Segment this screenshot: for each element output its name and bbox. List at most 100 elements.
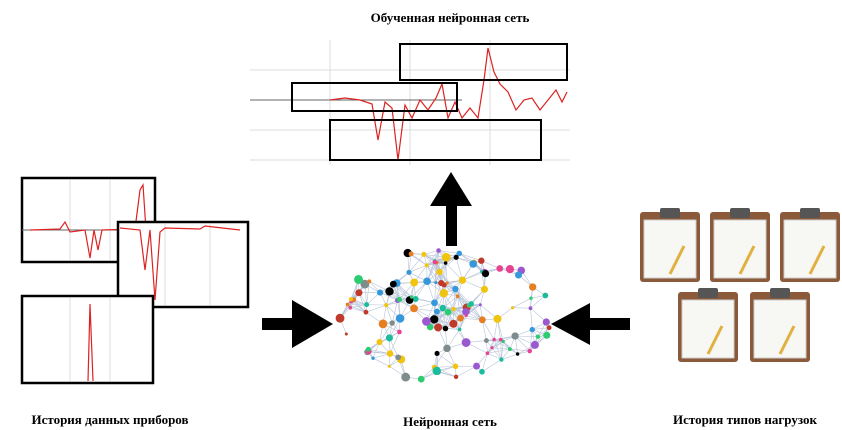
edge [456, 366, 476, 377]
node [413, 296, 419, 302]
node [364, 302, 369, 307]
node [465, 314, 468, 317]
node [379, 320, 388, 329]
node [366, 347, 371, 352]
node [421, 252, 426, 257]
node [443, 326, 449, 332]
node [422, 317, 431, 326]
clip [698, 288, 718, 298]
node [384, 303, 388, 307]
node [454, 375, 458, 379]
clip [800, 208, 820, 218]
node [377, 339, 383, 345]
node [434, 309, 440, 315]
node [451, 307, 455, 311]
node [516, 352, 519, 355]
node [433, 260, 437, 264]
node [423, 277, 431, 285]
node [530, 327, 535, 332]
node [386, 334, 393, 341]
node [436, 248, 441, 253]
node [387, 350, 393, 356]
node [449, 320, 457, 328]
node [456, 294, 460, 298]
node [367, 279, 371, 283]
node [371, 357, 374, 360]
node [547, 325, 552, 330]
edge [373, 358, 389, 366]
clip [660, 208, 680, 218]
node [499, 357, 503, 361]
right-label: История типов нагрузок [673, 412, 818, 427]
node [511, 332, 518, 339]
node [388, 365, 391, 368]
top-label: Обученная нейронная сеть [371, 10, 530, 25]
node [490, 346, 493, 349]
neural-network [336, 248, 552, 382]
node [436, 269, 442, 275]
node [440, 305, 446, 311]
node [397, 297, 402, 302]
node [506, 265, 514, 273]
node [529, 297, 532, 300]
node [434, 281, 437, 284]
node [473, 363, 480, 370]
left-label: История данных приборов [31, 412, 188, 427]
paper [784, 220, 836, 278]
node [440, 289, 448, 297]
node [479, 303, 482, 306]
clipboard [678, 288, 738, 362]
edge [513, 298, 531, 307]
node [406, 270, 411, 275]
node [396, 314, 405, 323]
node [492, 338, 496, 342]
node [443, 345, 450, 352]
node [377, 290, 383, 296]
node [515, 271, 522, 278]
edge [530, 295, 545, 308]
paper [644, 220, 696, 278]
node [481, 286, 488, 293]
node [493, 315, 501, 323]
node [458, 328, 462, 332]
node [385, 287, 393, 295]
node [529, 283, 536, 290]
node [479, 316, 486, 323]
node [349, 297, 353, 301]
node [410, 279, 418, 287]
node [484, 338, 489, 343]
node [496, 265, 503, 272]
node [430, 315, 438, 323]
edge [492, 348, 501, 360]
node [348, 306, 352, 310]
node [431, 299, 438, 306]
node [425, 263, 429, 267]
node [442, 253, 451, 262]
node [435, 351, 440, 356]
node [508, 347, 512, 351]
node [418, 376, 425, 383]
node [410, 305, 418, 313]
trained-chart [250, 40, 570, 165]
clipboard [750, 288, 810, 362]
node [468, 301, 473, 306]
node [482, 270, 489, 277]
node [462, 338, 471, 347]
clipboard [710, 208, 770, 282]
node [390, 281, 397, 288]
clipboard [640, 208, 700, 282]
node [397, 330, 402, 335]
node [409, 251, 414, 256]
node [345, 333, 348, 336]
node [479, 369, 485, 375]
clipboard [780, 208, 840, 282]
node [355, 289, 362, 296]
node [542, 293, 548, 299]
node [442, 283, 447, 288]
node [444, 261, 448, 265]
node [486, 351, 490, 355]
diagram: Обученная нейронная сеть История данных … [0, 0, 842, 430]
clipboards [640, 208, 840, 362]
node [457, 315, 464, 322]
node [354, 275, 363, 284]
